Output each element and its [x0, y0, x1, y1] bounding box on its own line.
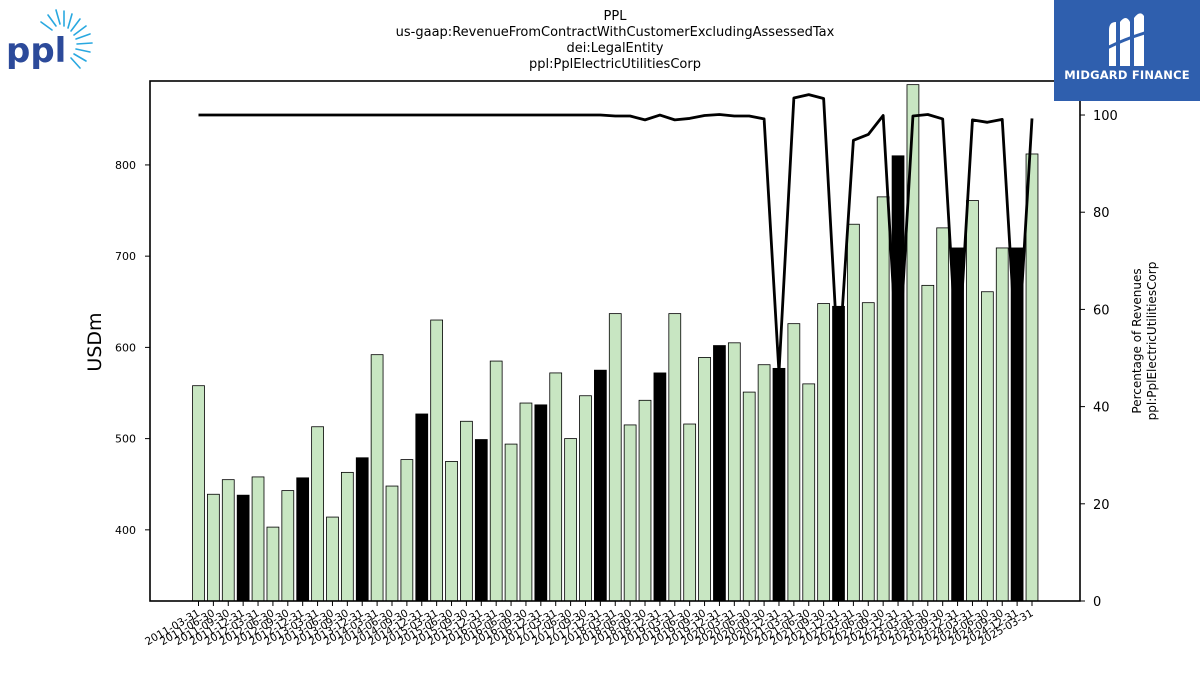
bar-2014-12-31 [415, 413, 429, 602]
bar-2017-03-31 [549, 372, 563, 602]
left-axis-ticks: 400 500 600 700 800 [115, 159, 150, 537]
bar-2011-09-30 [221, 479, 235, 602]
bar-2021-06-30 [802, 383, 816, 602]
right-axis-ticks: 0 20 40 60 80 100 [1080, 109, 1118, 610]
ytick-label-700: 700 [115, 250, 136, 263]
bar-2012-12-31 [296, 477, 310, 602]
midgard-emblem-icon [1106, 13, 1149, 66]
bar-2011-12-31 [236, 494, 250, 602]
ytick-label-800: 800 [115, 159, 136, 172]
bar-2019-12-31 [713, 345, 726, 602]
title-line-2: us-gaap:RevenueFromContractWithCustomerE… [396, 25, 835, 40]
bar-2020-09-30 [757, 364, 771, 602]
bar-2014-06-30 [385, 485, 399, 602]
bar-2011-06-30 [207, 493, 220, 602]
bar-2011-03-31 [192, 385, 205, 602]
ytick-label-600: 600 [115, 341, 136, 354]
x-axis-ticks: 2011-03-312011-06-302011-09-302011-12-31… [143, 601, 1036, 648]
bar-2014-09-30 [400, 459, 414, 602]
title-line-3: dei:LegalEntity [566, 41, 663, 56]
midgard-finance-logo: MIDGARD FINANCE [1054, 0, 1200, 101]
ppl-logo: ppl [4, 6, 96, 76]
y2tick-label-100: 100 [1093, 109, 1118, 124]
bar-2015-06-30 [445, 461, 458, 602]
bar-2023-06-30 [921, 284, 935, 602]
bar-2016-03-31 [489, 360, 503, 602]
bar-2019-06-30 [683, 423, 697, 602]
y2-axis-label-line-1: Percentage of Revenues [1130, 268, 1144, 413]
y-axis-label: USDm [84, 312, 106, 371]
bar-series [192, 84, 1039, 602]
bar-2022-09-30 [876, 196, 890, 602]
bar-2016-06-30 [504, 443, 518, 602]
bar-2018-12-31 [653, 372, 667, 602]
bar-2025-03-31 [1025, 153, 1039, 602]
bar-2020-03-31 [727, 342, 741, 602]
chart-title: PPL us-gaap:RevenueFromContractWithCusto… [396, 9, 835, 72]
bar-2024-06-30 [980, 291, 994, 602]
bar-2024-09-30 [995, 247, 1009, 602]
ppl-logo-text: ppl [6, 31, 66, 71]
percentage-line [198, 93, 1034, 374]
bar-2012-03-31 [251, 476, 265, 602]
bar-2022-12-31 [891, 155, 905, 602]
bar-2015-09-30 [460, 420, 473, 602]
y2tick-label-0: 0 [1093, 595, 1101, 610]
bar-2013-09-30 [340, 471, 354, 602]
bar-2020-06-30 [742, 391, 756, 602]
title-line-1: PPL [604, 9, 628, 24]
bar-2021-03-31 [787, 323, 801, 602]
bar-2017-12-31 [594, 369, 607, 602]
bar-2017-06-30 [564, 438, 577, 602]
ytick-label-500: 500 [115, 433, 136, 446]
bar-2020-12-31 [772, 367, 786, 602]
bar-2023-03-31 [906, 84, 920, 602]
bar-2013-03-31 [311, 426, 324, 602]
bar-2013-12-31 [355, 457, 369, 602]
y2-axis-label-line-2: ppl:PplElectricUtilitiesCorp [1145, 262, 1159, 421]
bar-2019-09-30 [698, 357, 711, 602]
bar-2019-03-31 [668, 313, 682, 602]
bar-2014-03-31 [370, 354, 384, 602]
y2tick-label-60: 60 [1093, 303, 1110, 318]
bar-2013-06-30 [326, 516, 339, 602]
midgard-finance-logo-text: MIDGARD FINANCE [1064, 68, 1190, 82]
bar-2018-06-30 [623, 424, 637, 602]
bar-2022-03-31 [847, 223, 860, 602]
bar-2015-03-31 [430, 319, 444, 602]
bar-2012-09-30 [281, 490, 295, 602]
y2tick-label-20: 20 [1093, 498, 1110, 513]
line-series [198, 93, 1034, 374]
bar-2024-03-31 [966, 200, 979, 602]
bar-2017-09-30 [579, 395, 592, 602]
y2tick-label-80: 80 [1093, 206, 1110, 221]
bar-2023-09-30 [936, 227, 950, 602]
bar-2021-09-30 [817, 303, 830, 602]
bar-2018-03-31 [608, 313, 622, 602]
y2tick-label-40: 40 [1093, 401, 1110, 416]
ppl-logo-rays-icon [40, 9, 93, 69]
title-line-4: ppl:PplElectricUtilitiesCorp [529, 57, 701, 72]
ytick-label-400: 400 [115, 524, 136, 537]
bar-2022-06-30 [861, 302, 875, 602]
bar-2012-06-30 [266, 526, 280, 602]
bar-2016-12-31 [534, 404, 548, 602]
bar-2018-09-30 [638, 399, 652, 602]
bar-2015-12-31 [474, 439, 488, 602]
bar-2016-09-30 [519, 402, 533, 602]
